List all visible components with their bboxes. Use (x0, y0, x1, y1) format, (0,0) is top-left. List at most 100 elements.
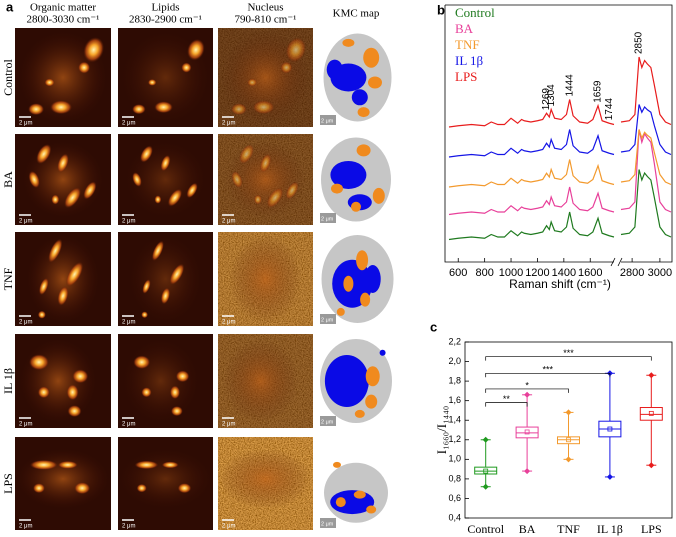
axis-break (610, 257, 623, 267)
kmc-nucleus-cluster (351, 89, 368, 106)
box-mean (483, 468, 489, 474)
scale-bar-label: 2 μm (321, 216, 334, 222)
kmc-lipid-cluster (354, 409, 365, 418)
outlier-marker (565, 456, 572, 463)
scale-bar-box (320, 518, 336, 528)
kmc-lipid-cluster (342, 38, 355, 47)
x-tick-label: 1000 (499, 267, 523, 279)
kmc-lipid-cluster (363, 47, 380, 68)
image-spot (37, 386, 50, 399)
scale-bar-label: 2 μm (321, 118, 334, 124)
scale-bar-box (320, 213, 336, 223)
x-tick-label: BA (519, 522, 536, 536)
image-spot (141, 387, 152, 398)
y-tick-label: 1,6 (448, 395, 461, 405)
image-spot (230, 103, 247, 116)
image-spot (141, 311, 149, 319)
image-spot (170, 405, 183, 417)
raman-image (15, 28, 111, 127)
kmc-nucleus-cluster (324, 355, 369, 407)
x-tick-label: 800 (475, 267, 493, 279)
scale-bar-label: 2 μm (222, 320, 235, 326)
x-tick-label: 1200 (525, 267, 549, 279)
kmc-nucleus-cluster (379, 349, 386, 356)
column-title: Nucleus (247, 2, 283, 14)
column-title: Lipids (151, 2, 179, 14)
image-spot (33, 483, 45, 494)
image-haze (222, 339, 299, 423)
image-spot (134, 460, 159, 470)
image-spot (66, 384, 79, 401)
raman-image (15, 334, 111, 428)
y-axis-label: I₁₆₆₀/I₁₄₄₀ (434, 406, 449, 455)
significance-label: * (525, 380, 529, 390)
scale-bar-label: 2 μm (321, 317, 334, 323)
kmc-nucleus-cluster (330, 160, 367, 189)
y-tick-label: 0,8 (448, 473, 461, 483)
image-spot (253, 194, 262, 205)
spectrum-line (448, 169, 672, 241)
plot-frame (464, 341, 673, 519)
image-haze (27, 235, 99, 323)
kmc-lipid-cluster (368, 76, 382, 89)
image-spot (83, 181, 97, 200)
image-spot (44, 78, 55, 87)
x-tick-label: LPS (641, 522, 662, 536)
box-mean (607, 426, 613, 432)
image-spot (238, 144, 255, 165)
image-spot (67, 405, 82, 418)
peak-label: 1304 (546, 84, 557, 107)
image-spot (169, 385, 181, 400)
significance-bracket (485, 388, 569, 393)
row-label: LPS (1, 473, 15, 494)
legend-label: Control (455, 5, 495, 20)
scale-bar-label: 2 μm (122, 219, 135, 225)
scale-bar-label: 2 μm (19, 320, 32, 326)
image-haze (122, 339, 199, 423)
image-spot (181, 62, 192, 73)
image-spot (285, 37, 307, 63)
image-haze (119, 448, 212, 509)
x-tick-label: IL 1β (597, 522, 623, 536)
y-tick-label: 2,0 (448, 356, 461, 366)
x-tick-label: Control (467, 522, 504, 536)
image-spot (167, 188, 183, 207)
image-haze (129, 235, 202, 323)
column-subtitle: 2800-3030 cm⁻¹ (27, 14, 100, 26)
outlier-marker (648, 462, 655, 469)
spectrum-line (448, 129, 672, 188)
image-spot (231, 170, 243, 189)
image-spot (57, 286, 69, 306)
significance-label: ** (503, 394, 511, 404)
image-spot (160, 287, 171, 305)
x-tick-label: 600 (449, 267, 467, 279)
scale-bar-box (320, 115, 336, 125)
x-tick-label: 2800 (620, 267, 644, 279)
x-tick-label: 1400 (552, 267, 576, 279)
image-spot (266, 187, 284, 209)
scale-bar-label: 2 μm (222, 219, 235, 225)
image-spot (154, 195, 162, 204)
raman-image (118, 134, 213, 225)
raman-image (218, 437, 313, 530)
scale-bar-label: 2 μm (19, 121, 32, 127)
x-tick-label: 3000 (648, 267, 672, 279)
scale-bar-label: 2 μm (122, 320, 135, 326)
significance-bracket (485, 356, 652, 361)
image-spot (280, 61, 293, 74)
scale-bar-label: 2 μm (321, 521, 334, 527)
plot-frame (444, 4, 673, 263)
raman-image (118, 334, 213, 428)
image-spot (36, 144, 52, 165)
raman-image (15, 232, 111, 326)
scale-bar-label: 2 μm (222, 121, 235, 127)
image-spot (38, 277, 49, 296)
image-spot (37, 310, 46, 319)
image-spot (132, 172, 142, 187)
kmc-lipid-cluster (353, 490, 366, 499)
image-spot (57, 460, 78, 469)
image-spot (29, 354, 49, 371)
significance-label: *** (543, 365, 554, 375)
image-spot (78, 61, 91, 74)
